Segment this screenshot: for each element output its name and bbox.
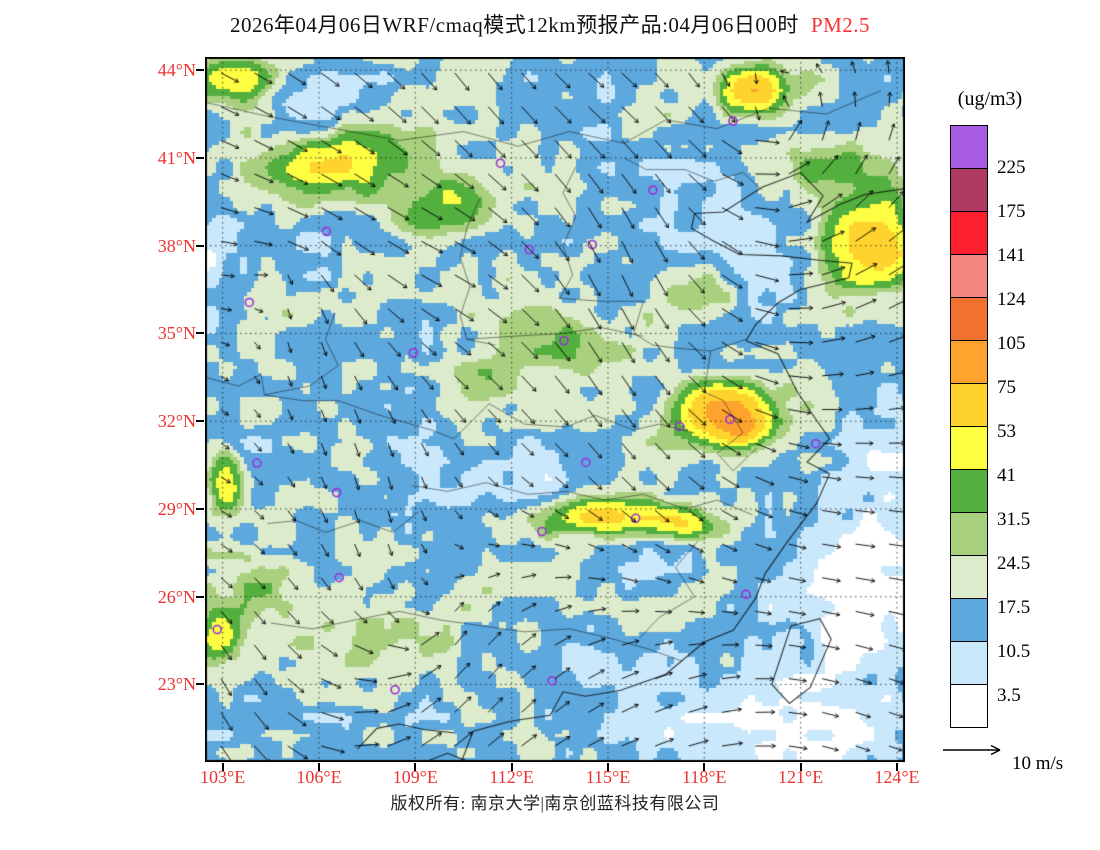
- lat-axis-label: 44°N: [157, 60, 196, 81]
- lon-axis-label: 109°E: [392, 767, 438, 787]
- lon-axis-label: 121°E: [778, 767, 824, 787]
- colorbar-tick-label: 75: [997, 377, 1016, 398]
- axis-tick: [606, 763, 609, 771]
- colorbar-cell: [950, 125, 988, 169]
- colorbar-unit-label: (ug/m3): [957, 88, 1023, 110]
- axis-tick: [196, 332, 204, 335]
- lon-axis-label: 103°E: [200, 767, 246, 787]
- axis-tick: [196, 507, 204, 510]
- colorbar-cell: [950, 168, 988, 212]
- lat-axis-label: 26°N: [157, 586, 196, 607]
- axis-tick: [196, 683, 204, 686]
- axis-tick: [196, 156, 204, 159]
- lat-axis-label: 41°N: [157, 147, 196, 168]
- copyright-footer: 版权所有: 南京大学|南京创蓝科技有限公司: [390, 794, 720, 813]
- lat-axis-label: 35°N: [157, 323, 196, 344]
- colorbar-tick-label: 31.5: [997, 509, 1031, 530]
- colorbar-tick-label: 141: [997, 245, 1026, 266]
- axis-tick: [414, 763, 417, 771]
- colorbar-labels: 225 175 141 124 105 75 53 41 31.5 24.5 17.5 10.5 3.5: [997, 125, 1067, 755]
- axis-tick: [703, 763, 706, 771]
- colorbar-cell: [950, 297, 988, 341]
- colorbar-cell: [950, 512, 988, 556]
- colorbar: [950, 125, 988, 728]
- colorbar-tick-label: 17.5: [997, 597, 1031, 618]
- colorbar-cell: [950, 211, 988, 255]
- colorbar-tick-label: 175: [997, 201, 1026, 222]
- colorbar-tick-label: 10.5: [997, 641, 1031, 662]
- lon-axis-label: 115°E: [585, 767, 631, 787]
- lon-axis-label: 118°E: [682, 767, 727, 787]
- colorbar-cell: [950, 254, 988, 298]
- lat-axis-label: 29°N: [157, 498, 196, 519]
- figure-title: 2026年04月06日WRF/cmaq模式12km预报产品:04月06日00时 P…: [0, 9, 1100, 39]
- colorbar-cell: [950, 469, 988, 513]
- lat-axis-label: 38°N: [157, 235, 196, 256]
- pollutant-label: PM2.5: [810, 13, 871, 37]
- lon-axis-label: 112°E: [489, 767, 534, 787]
- colorbar-tick-label: 225: [997, 157, 1026, 178]
- forecast-map-canvas: [205, 57, 905, 762]
- colorbar-tick-label: 105: [997, 333, 1026, 354]
- colorbar-cell: [950, 641, 988, 685]
- wind-scale-label: 10 m/s: [1012, 753, 1064, 774]
- colorbar-cell: [950, 340, 988, 384]
- colorbar-tick-label: 24.5: [997, 553, 1031, 574]
- colorbar-tick-label: 41: [997, 465, 1016, 486]
- colorbar-cell: [950, 426, 988, 470]
- colorbar-tick-label: 3.5: [997, 685, 1021, 706]
- lon-axis-label: 124°E: [874, 767, 920, 787]
- axis-tick: [196, 420, 204, 423]
- axis-tick: [196, 595, 204, 598]
- colorbar-cell: [950, 598, 988, 642]
- lat-axis-label: 32°N: [157, 411, 196, 432]
- colorbar-tick-label: 124: [997, 289, 1026, 310]
- axis-tick: [895, 763, 898, 771]
- axis-tick: [317, 763, 320, 771]
- lon-axis-label: 106°E: [296, 767, 342, 787]
- title-text: 2026年04月06日WRF/cmaq模式12km预报产品:04月06日00时: [229, 13, 799, 37]
- colorbar-cell: [950, 684, 988, 728]
- axis-tick: [221, 763, 224, 771]
- lat-axis-label: 23°N: [157, 674, 196, 695]
- axis-tick: [196, 69, 204, 72]
- wind-scale-arrow-icon: [943, 744, 1001, 756]
- axis-tick: [196, 244, 204, 247]
- colorbar-cell: [950, 555, 988, 599]
- axis-tick: [799, 763, 802, 771]
- axis-tick: [510, 763, 513, 771]
- colorbar-cell: [950, 383, 988, 427]
- colorbar-tick-label: 53: [997, 421, 1016, 442]
